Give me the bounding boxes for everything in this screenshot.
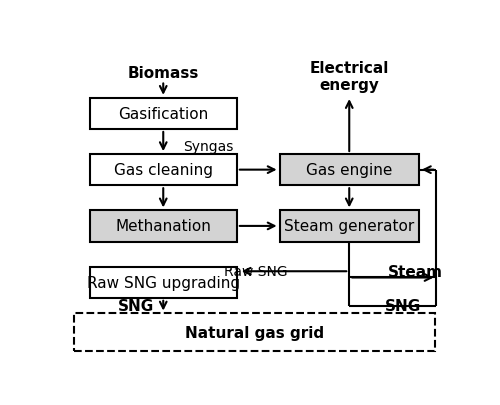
Text: SNG: SNG	[118, 298, 154, 313]
Text: Raw SNG upgrading: Raw SNG upgrading	[86, 275, 240, 290]
Text: Gasification: Gasification	[118, 107, 208, 121]
Text: Syngas: Syngas	[182, 140, 233, 154]
Bar	[90, 98, 237, 130]
Bar	[90, 267, 237, 298]
Text: SNG: SNG	[386, 298, 422, 313]
Bar	[74, 313, 434, 351]
Text: Raw SNG: Raw SNG	[224, 264, 288, 279]
Text: Biomass: Biomass	[128, 66, 199, 81]
Text: Natural gas grid: Natural gas grid	[185, 325, 324, 340]
Text: Steam: Steam	[388, 264, 443, 279]
Text: Methanation: Methanation	[116, 219, 211, 234]
Bar	[280, 155, 419, 186]
Bar	[280, 211, 419, 242]
Text: Electrical
energy: Electrical energy	[310, 60, 389, 93]
Text: Steam generator: Steam generator	[284, 219, 414, 234]
Bar	[90, 155, 237, 186]
Bar	[90, 211, 237, 242]
Text: Gas engine: Gas engine	[306, 163, 392, 178]
Text: Gas cleaning: Gas cleaning	[114, 163, 213, 178]
